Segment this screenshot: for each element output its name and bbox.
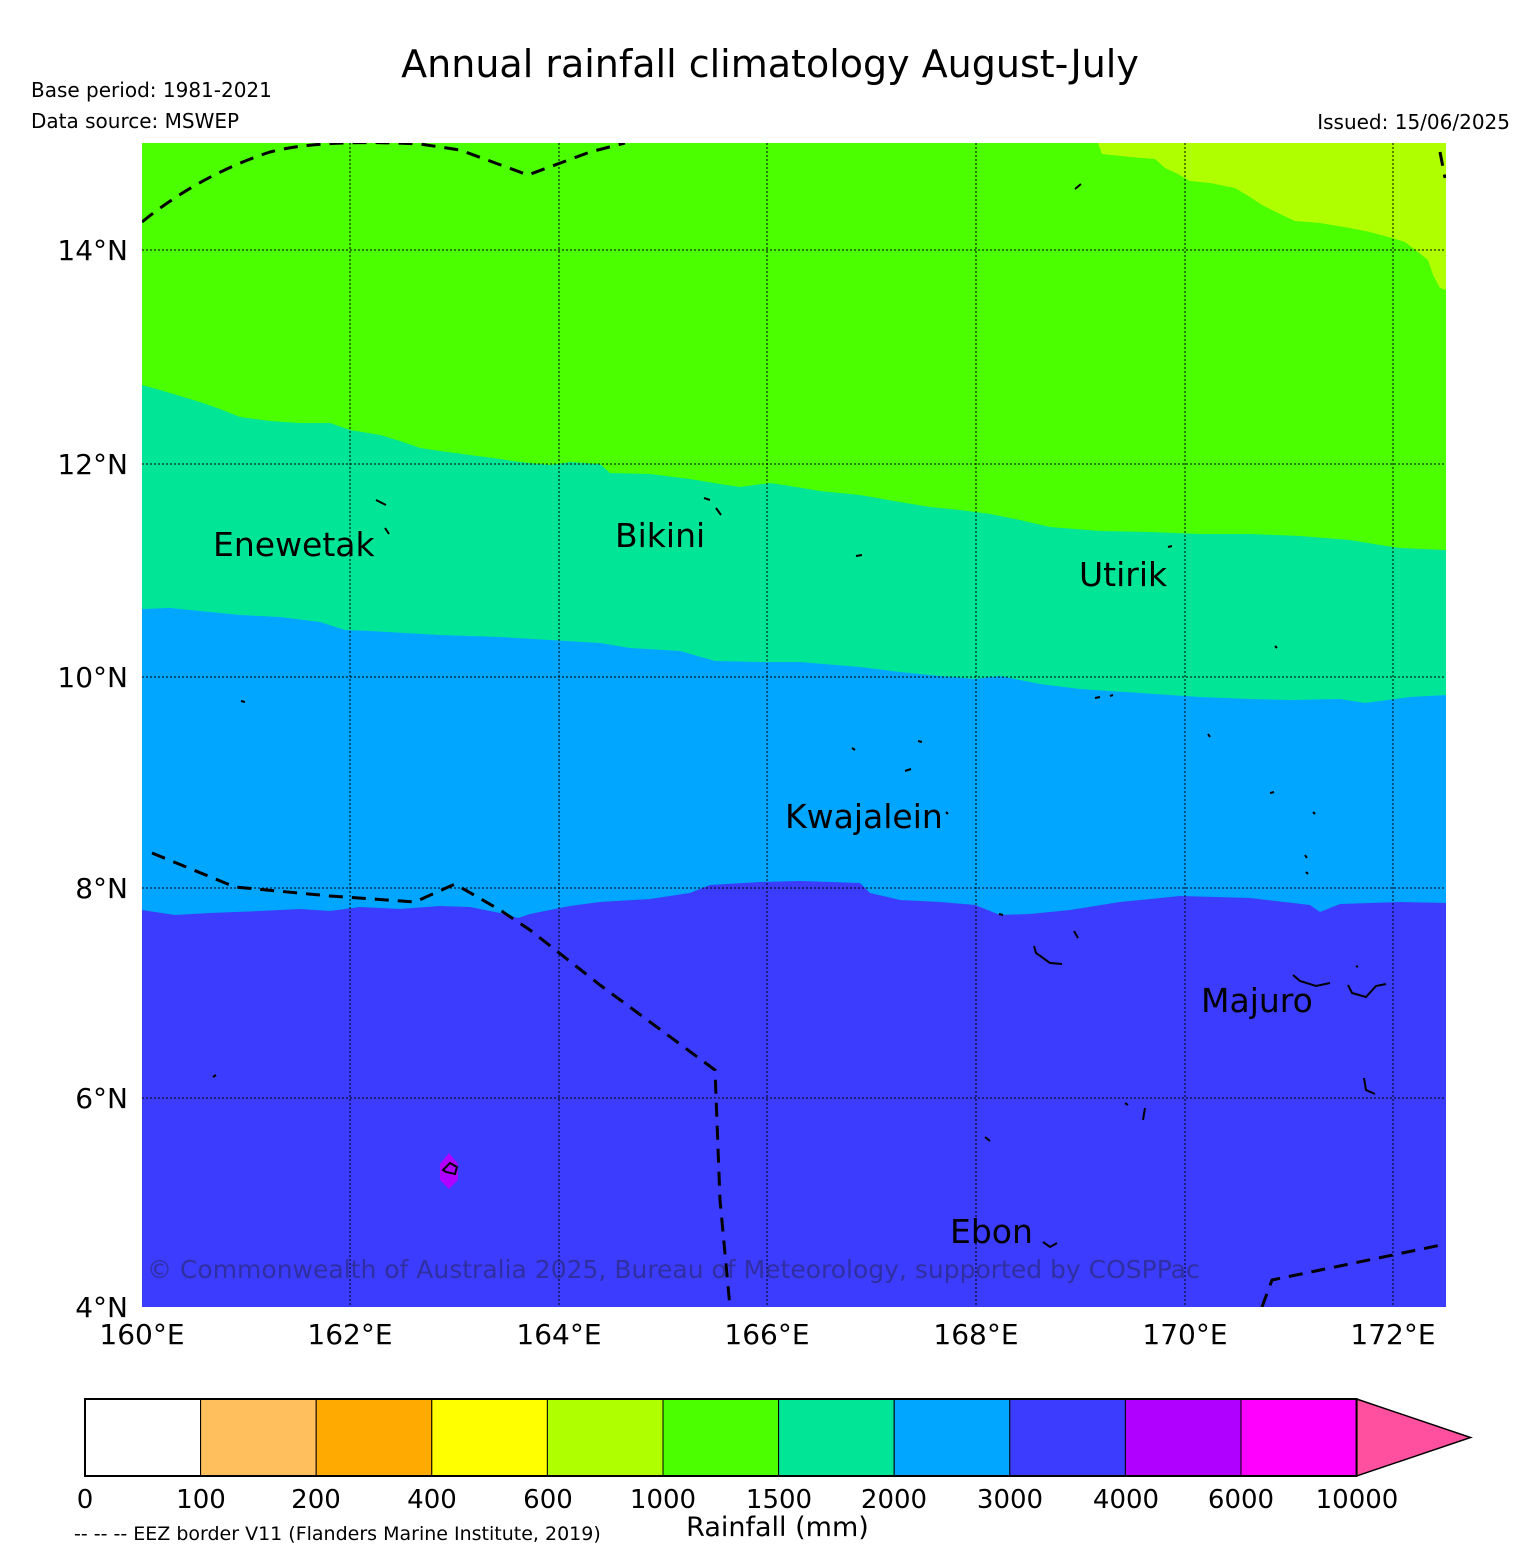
zone-4000-6000 (440, 1153, 458, 1189)
colorbar-tick: 200 (291, 1485, 341, 1515)
colorbar-label: Rainfall (mm) (686, 1512, 869, 1543)
y-tick-label: 6°N (75, 1082, 128, 1115)
colorbar-tick: 100 (176, 1485, 226, 1515)
data-source: Data source: MSWEP (31, 109, 240, 133)
islands (212, 183, 1387, 1249)
colorbar-segment (546, 1398, 664, 1477)
y-axis-ticks: 4°N 6°N 8°N 10°N 12°N 14°N (57, 234, 128, 1324)
x-tick-label: 162°E (307, 1318, 392, 1351)
colorbar-segment (1124, 1398, 1242, 1477)
colorbar-segment (315, 1398, 433, 1477)
place-enewetak: Enewetak (213, 525, 376, 564)
x-tick-label: 168°E (933, 1318, 1018, 1351)
x-tick-label: 172°E (1350, 1318, 1435, 1351)
zone-600-1000 (1098, 143, 1446, 290)
x-tick-label: 160°E (99, 1318, 184, 1351)
colorbar-segment (778, 1398, 895, 1477)
colorbar-segment (662, 1398, 780, 1477)
eez-legend-note: -- -- -- EEZ border V11 (Flanders Marine… (74, 1523, 601, 1545)
x-axis-ticks: 160°E 162°E 164°E 166°E 168°E 170°E 172°… (99, 1318, 1435, 1351)
colorbar-segment (431, 1398, 548, 1477)
place-utirik: Utirik (1079, 555, 1168, 594)
x-tick-label: 170°E (1142, 1318, 1227, 1351)
y-tick-label: 12°N (57, 448, 128, 481)
colorbar-ticks: 0 100 200 400 600 1000 1500 2000 3000 40… (77, 1485, 1399, 1515)
colorbar (84, 1397, 1473, 1478)
colorbar-segment (1009, 1398, 1126, 1477)
place-ebon: Ebon (950, 1212, 1033, 1251)
x-tick-label: 166°E (724, 1318, 809, 1351)
colorbar-segment (84, 1398, 202, 1477)
place-labels: Enewetak Bikini Utirik Kwajalein Majuro … (213, 516, 1313, 1251)
colorbar-outline (84, 1398, 1358, 1477)
colorbar-tick: 4000 (1093, 1485, 1159, 1515)
gridlines (142, 143, 1446, 1307)
colorbar-tick: 600 (523, 1485, 573, 1515)
base-period: Base period: 1981-2021 (31, 78, 272, 102)
colorbar-segment (893, 1398, 1011, 1477)
colorbar-tick: 2000 (861, 1485, 927, 1515)
zone-1000-1500 (142, 143, 1446, 550)
rainfall-zones: © Commonwealth of Australia 2025, Bureau… (142, 143, 1446, 1307)
issued-date: Issued: 15/06/2025 (1317, 110, 1510, 134)
colorbar-tick: 1500 (746, 1485, 812, 1515)
colorbar-tick: 400 (407, 1485, 457, 1515)
map-title: Annual rainfall climatology August-July (401, 42, 1139, 86)
y-tick-label: 4°N (75, 1291, 128, 1324)
x-tick-label: 164°E (516, 1318, 601, 1351)
colorbar-tick: 6000 (1208, 1485, 1274, 1515)
place-majuro: Majuro (1201, 981, 1313, 1020)
colorbar-tick: 0 (77, 1485, 94, 1515)
y-tick-label: 10°N (57, 661, 128, 694)
colorbar-tick: 10000 (1316, 1485, 1399, 1515)
colorbar-segment (200, 1398, 317, 1477)
colorbar-tick: 1000 (630, 1485, 696, 1515)
y-tick-label: 8°N (75, 872, 128, 905)
place-kwajalein: Kwajalein (785, 797, 943, 836)
eez-borders (142, 143, 1446, 1307)
colorbar-extend-arrow (1355, 1397, 1473, 1478)
copyright-notice: © Commonwealth of Australia 2025, Bureau… (147, 1255, 1200, 1284)
place-bikini: Bikini (615, 516, 705, 555)
colorbar-segment (1240, 1398, 1358, 1477)
y-tick-label: 14°N (57, 234, 128, 267)
colorbar-tick: 3000 (977, 1485, 1043, 1515)
